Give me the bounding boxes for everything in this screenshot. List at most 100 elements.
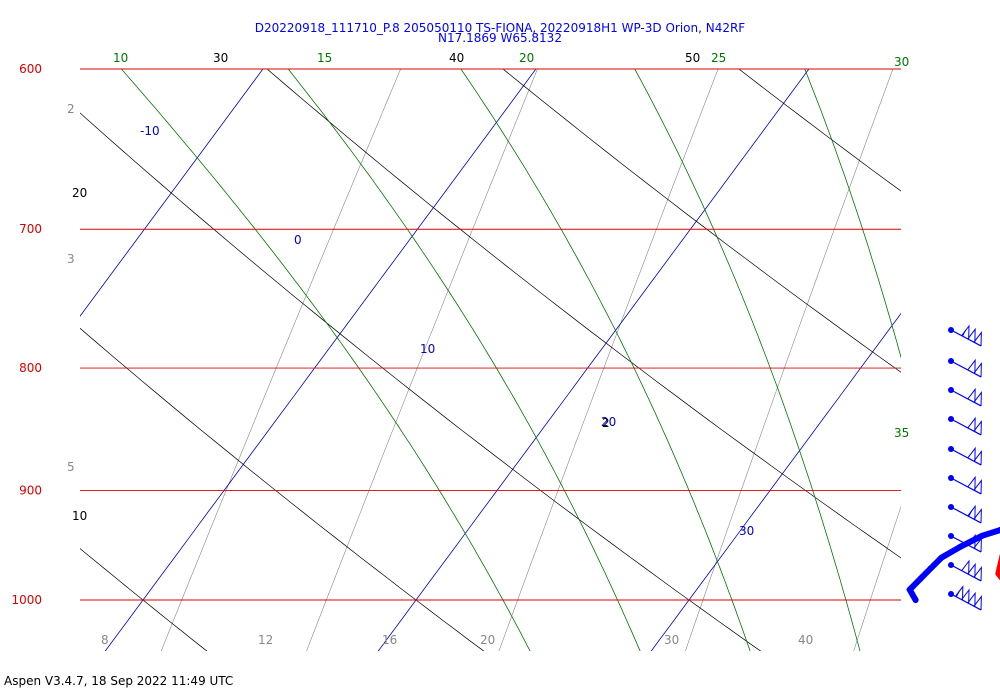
dry-adiabat-line — [502, 69, 901, 373]
dry-adiabat-label: 40 — [449, 51, 464, 65]
moist-adiabat-line — [804, 69, 901, 359]
wind-barb-feather — [973, 331, 982, 346]
wind-barb-staff — [950, 564, 982, 582]
wind-barb-feather — [967, 591, 976, 607]
wind-barb-feather — [967, 327, 976, 343]
mixing-ratio-label: 40 — [798, 633, 813, 647]
mixing-ratio-label: 5 — [67, 460, 75, 474]
wind-barb-half-feather — [955, 590, 961, 598]
pressure-label: 800 — [19, 361, 42, 375]
mixing-ratio-line — [498, 69, 719, 651]
dewpoint-point — [938, 554, 945, 561]
wind-barb-staff — [950, 477, 982, 495]
isotherm-lines — [0, 0, 1000, 661]
wind-barb-feather — [973, 508, 982, 523]
dewpoint-point — [912, 597, 919, 603]
wind-barb — [948, 446, 982, 466]
isotherm-line — [377, 69, 810, 651]
wind-barb — [948, 358, 982, 378]
dry-adiabat-line — [738, 69, 901, 192]
dewpoint-point — [997, 527, 1000, 534]
moist-adiabat-label: 30 — [894, 55, 909, 69]
mixing-ratio-line — [974, 0, 1000, 661]
isotherm-line — [80, 69, 264, 317]
isotherm-line — [104, 69, 537, 651]
temperature-point — [995, 571, 1000, 577]
dewpoint-point — [979, 532, 986, 539]
isobar-lines — [80, 68, 901, 601]
dewpoint-point — [917, 576, 924, 582]
wind-barb-feather — [973, 595, 982, 610]
isotherm-label: 10 — [420, 342, 435, 356]
temperature-profile — [995, 553, 1000, 581]
dry-adiabat-label: 10 — [72, 509, 87, 523]
dewpoint-point — [927, 565, 934, 572]
wind-barb-staff — [950, 389, 982, 407]
wind-barb-feather — [973, 566, 982, 581]
wind-barb — [948, 387, 982, 407]
temperature-point — [997, 560, 1000, 566]
moist-adiabat-line — [947, 0, 1000, 661]
wind-barb — [948, 559, 982, 582]
moist-adiabat-label: 35 — [894, 426, 909, 440]
moist-adiabat-label: 10 — [113, 51, 128, 65]
wind-barb-staff — [950, 535, 982, 553]
wind-barb-feather — [967, 387, 976, 403]
mixing-ratio-line — [685, 69, 894, 651]
wind-barb-half-feather — [968, 509, 973, 517]
wind-barb-staff — [950, 329, 982, 347]
wind-barb — [948, 416, 982, 436]
moist-adiabat-line — [287, 69, 641, 651]
wind-barb-feather — [967, 446, 976, 462]
isotherm-line — [0, 0, 43, 661]
dry-adiabat-label: 50 — [685, 51, 700, 65]
wind-barb — [948, 504, 982, 524]
moist-adiabat-label: 15 — [317, 51, 332, 65]
pressure-label: 1000 — [11, 593, 42, 607]
isotherm-label: 30 — [739, 524, 754, 538]
axis-labels: 600 700 800 900 1000 -10 0 10 20 30 10 20 30 40 50 10 15… — [11, 51, 909, 647]
wind-barb-staff — [950, 418, 982, 436]
dry-adiabat-label: 20 — [72, 186, 87, 200]
moist-adiabat-label: 20 — [519, 51, 534, 65]
pressure-label: 700 — [19, 222, 42, 236]
wind-barb-feather — [973, 537, 982, 552]
wind-barbs — [948, 324, 982, 611]
moist-adiabat-lines — [120, 0, 1000, 661]
dry-adiabat-line — [80, 327, 485, 651]
wind-barb — [948, 324, 982, 347]
mixing-ratio-label: 8 — [101, 633, 109, 647]
temperature-point — [996, 565, 1000, 571]
wind-barb-half-feather — [968, 538, 973, 546]
wind-barb-feather — [967, 562, 976, 578]
isotherm-label: -10 — [140, 124, 160, 138]
pressure-label: 600 — [19, 62, 42, 76]
mixing-ratio-label: 30 — [664, 633, 679, 647]
moist-adiabat-line — [120, 69, 531, 651]
mixing-ratio-label: 12 — [258, 633, 273, 647]
wind-barb-feather — [961, 559, 970, 575]
mixing-ratio-label: 16 — [382, 633, 397, 647]
dry-adiabat-line — [80, 112, 762, 651]
wind-barb-feather — [973, 479, 982, 494]
profile-annotation: 2 — [602, 416, 610, 430]
moist-adiabat-line — [460, 69, 751, 651]
wind-barb-feather — [973, 420, 982, 435]
chart-subtitle: N17.1869 W65.8132 — [438, 31, 562, 45]
dewpoint-point — [957, 543, 964, 550]
isotherm-line — [650, 312, 901, 651]
wind-barb-feather — [967, 358, 976, 374]
wind-barb-feather — [967, 475, 976, 491]
pressure-label: 900 — [19, 483, 42, 497]
mixing-ratio-label: 20 — [480, 633, 495, 647]
dewpoint-profile — [906, 526, 1000, 603]
dewpoint-point — [906, 586, 913, 593]
moist-adiabat-line — [634, 69, 861, 651]
dry-adiabat-line — [266, 69, 901, 559]
wind-barb — [948, 533, 982, 553]
footer-version-text: Aspen V3.4.7, 18 Sep 2022 11:49 UTC — [4, 674, 234, 688]
mixing-ratio-label: 2 — [67, 102, 75, 116]
wind-barb-feather — [973, 391, 982, 406]
isotherm-line — [917, 0, 1000, 661]
